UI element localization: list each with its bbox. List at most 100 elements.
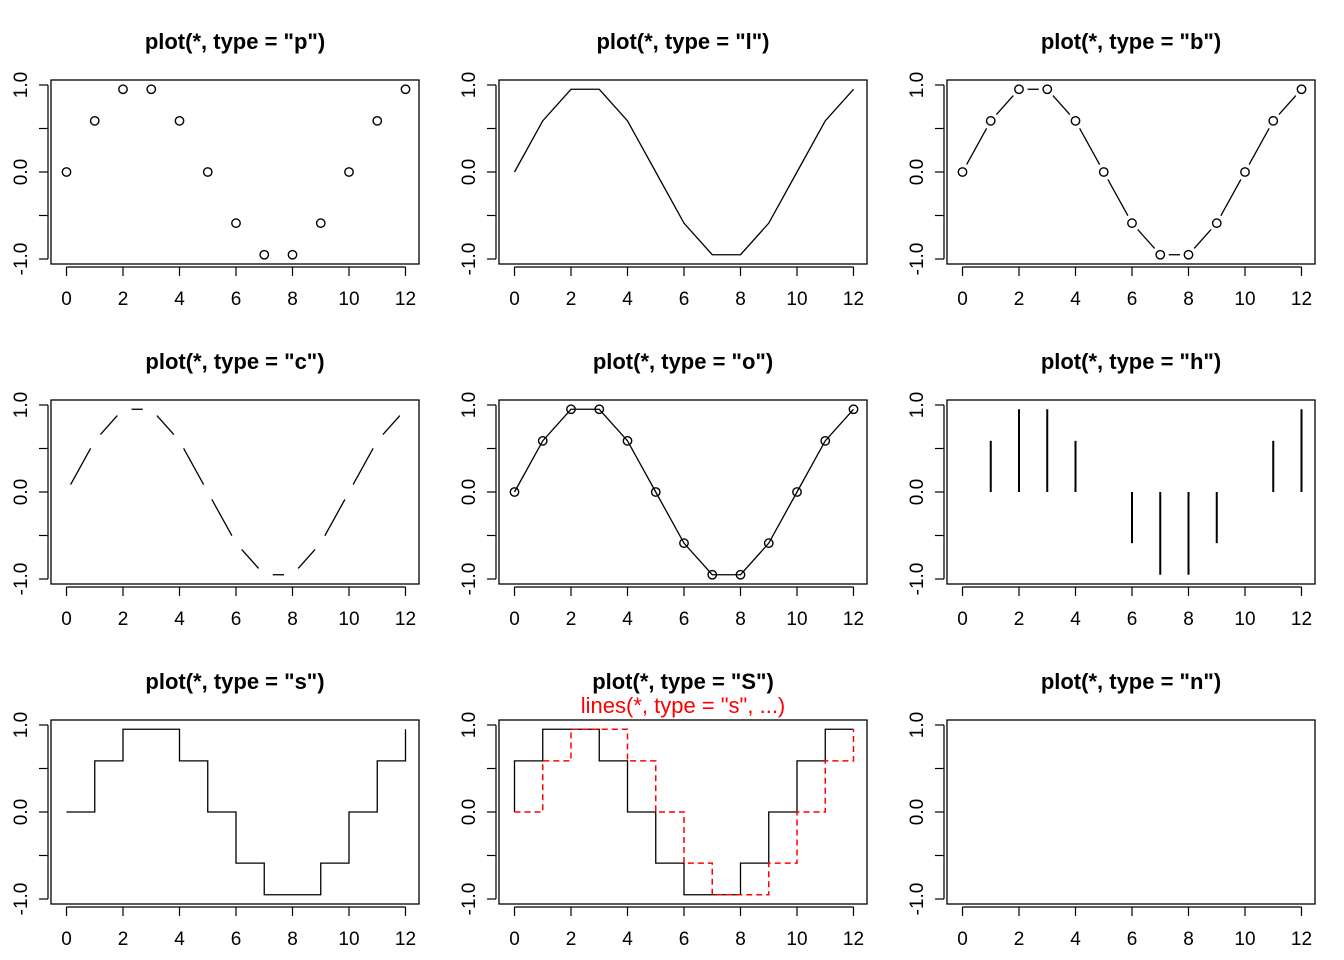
- y-tick-label: 1.0: [907, 392, 928, 418]
- y-tick-label: 0.0: [907, 159, 928, 185]
- x-tick-label: 12: [395, 929, 416, 950]
- data-point: [231, 218, 241, 229]
- plot-frame: [946, 399, 1316, 585]
- series-marks: [513, 88, 854, 256]
- x-tick-label: 4: [1070, 609, 1081, 630]
- line-segment: [1107, 179, 1129, 217]
- x-tick-label: 2: [118, 929, 129, 950]
- data-point: [118, 84, 128, 95]
- line-segment: [297, 549, 316, 569]
- x-tick-label: 12: [843, 289, 864, 310]
- data-point: [202, 167, 213, 177]
- x-tick-label: 8: [735, 929, 746, 950]
- x-axis: 0 2 4 6 8 10 12: [509, 586, 864, 630]
- x-tick-label: 6: [1127, 929, 1138, 950]
- panel-title: plot(*, type = "b"): [1041, 29, 1221, 54]
- line-segment: [1193, 229, 1212, 249]
- data-point: [566, 404, 576, 415]
- x-tick-label: 10: [338, 289, 359, 310]
- x-tick-label: 6: [231, 929, 242, 950]
- plot-frame: [50, 79, 420, 265]
- y-tick-label: 0.0: [11, 159, 32, 185]
- line-segment: [1220, 179, 1242, 217]
- y-tick-label: -1.0: [11, 243, 32, 276]
- y-tick-label: 1.0: [459, 72, 480, 98]
- x-axis: 0 2 4 6 8 10 12: [61, 906, 416, 950]
- line-segment: [1248, 127, 1270, 165]
- line-segment: [352, 447, 374, 485]
- x-tick-label: 12: [843, 609, 864, 630]
- data-point: [146, 84, 157, 95]
- y-tick-label: 1.0: [11, 72, 32, 98]
- series-marks: [957, 84, 1307, 260]
- line-segment: [183, 447, 205, 485]
- x-tick-label: 0: [61, 289, 72, 310]
- data-point: [707, 569, 718, 580]
- step-line: [66, 728, 407, 896]
- y-tick-label: -1.0: [11, 563, 32, 596]
- panel-b: plot(*, type = "b") 0 2 4 6 8 10 12 -1.0 0.0 1.0: [907, 29, 1316, 310]
- panel-n: plot(*, type = "n") 0 2 4 6 8 10 12 -1.0 0.0 1.0: [907, 669, 1316, 950]
- data-point: [957, 167, 968, 177]
- x-tick-label: 4: [1070, 289, 1081, 310]
- x-tick-label: 10: [1234, 609, 1255, 630]
- line-segment: [324, 499, 346, 537]
- y-axis: -1.0 0.0 1.0: [11, 392, 49, 596]
- panel-title: plot(*, type = "l"): [596, 29, 769, 54]
- x-tick-label: 8: [1183, 289, 1194, 310]
- x-tick-label: 0: [61, 609, 72, 630]
- x-tick-label: 0: [509, 609, 520, 630]
- y-tick-label: -1.0: [11, 883, 32, 916]
- x-tick-label: 12: [395, 609, 416, 630]
- x-axis: 0 2 4 6 8 10 12: [509, 266, 864, 310]
- plot-frame: [946, 79, 1316, 265]
- panel-o: plot(*, type = "o") 0 2 4 6 8 10 12 -1.0 0.0 1.0: [459, 349, 868, 630]
- data-point: [735, 569, 746, 580]
- line-segment: [211, 499, 233, 537]
- y-tick-label: 1.0: [907, 712, 928, 738]
- plot-frame: [946, 719, 1316, 905]
- data-point: [679, 538, 689, 549]
- x-tick-label: 0: [509, 929, 520, 950]
- data-point: [537, 435, 548, 446]
- x-tick-label: 8: [735, 289, 746, 310]
- panel-title: plot(*, type = "p"): [145, 29, 325, 54]
- line-segment: [99, 415, 118, 435]
- line-segment: [1278, 95, 1297, 115]
- y-tick-label: 0.0: [907, 799, 928, 825]
- data-point: [372, 115, 383, 126]
- overlay-step-line: [514, 728, 855, 896]
- series-marks: [513, 728, 855, 896]
- step-line: [513, 728, 854, 896]
- x-tick-label: 4: [174, 609, 185, 630]
- line-segment: [70, 447, 92, 485]
- y-tick-label: -1.0: [907, 563, 928, 596]
- x-tick-label: 4: [622, 609, 633, 630]
- y-axis: -1.0 0.0 1.0: [459, 72, 497, 276]
- y-tick-label: -1.0: [459, 563, 480, 596]
- y-tick-label: -1.0: [907, 243, 928, 276]
- panel-title: plot(*, type = "h"): [1041, 349, 1221, 374]
- y-axis: -1.0 0.0 1.0: [907, 392, 945, 596]
- y-tick-label: 0.0: [11, 479, 32, 505]
- y-tick-label: 1.0: [459, 392, 480, 418]
- y-tick-label: -1.0: [459, 883, 480, 916]
- data-point: [1070, 115, 1081, 126]
- x-tick-label: 8: [735, 609, 746, 630]
- panel-S: plot(*, type = "S") 0 2 4 6 8 10 12 -1.0 0.0 1.0 li…: [459, 669, 868, 950]
- x-tick-label: 4: [174, 929, 185, 950]
- line-segment: [241, 549, 260, 569]
- x-tick-label: 6: [679, 609, 690, 630]
- data-point: [848, 404, 859, 415]
- x-tick-label: 10: [338, 609, 359, 630]
- panel-title: plot(*, type = "n"): [1041, 669, 1221, 694]
- data-point: [344, 167, 354, 177]
- y-axis: -1.0 0.0 1.0: [459, 392, 497, 596]
- panel-s: plot(*, type = "s") 0 2 4 6 8 10 12 -1.0 0.0 1.0: [11, 669, 420, 950]
- x-tick-label: 2: [118, 609, 129, 630]
- x-axis: 0 2 4 6 8 10 12: [509, 906, 864, 950]
- x-tick-label: 2: [1014, 289, 1025, 310]
- x-tick-label: 4: [174, 289, 185, 310]
- x-tick-label: 2: [1014, 929, 1025, 950]
- y-tick-label: -1.0: [459, 243, 480, 276]
